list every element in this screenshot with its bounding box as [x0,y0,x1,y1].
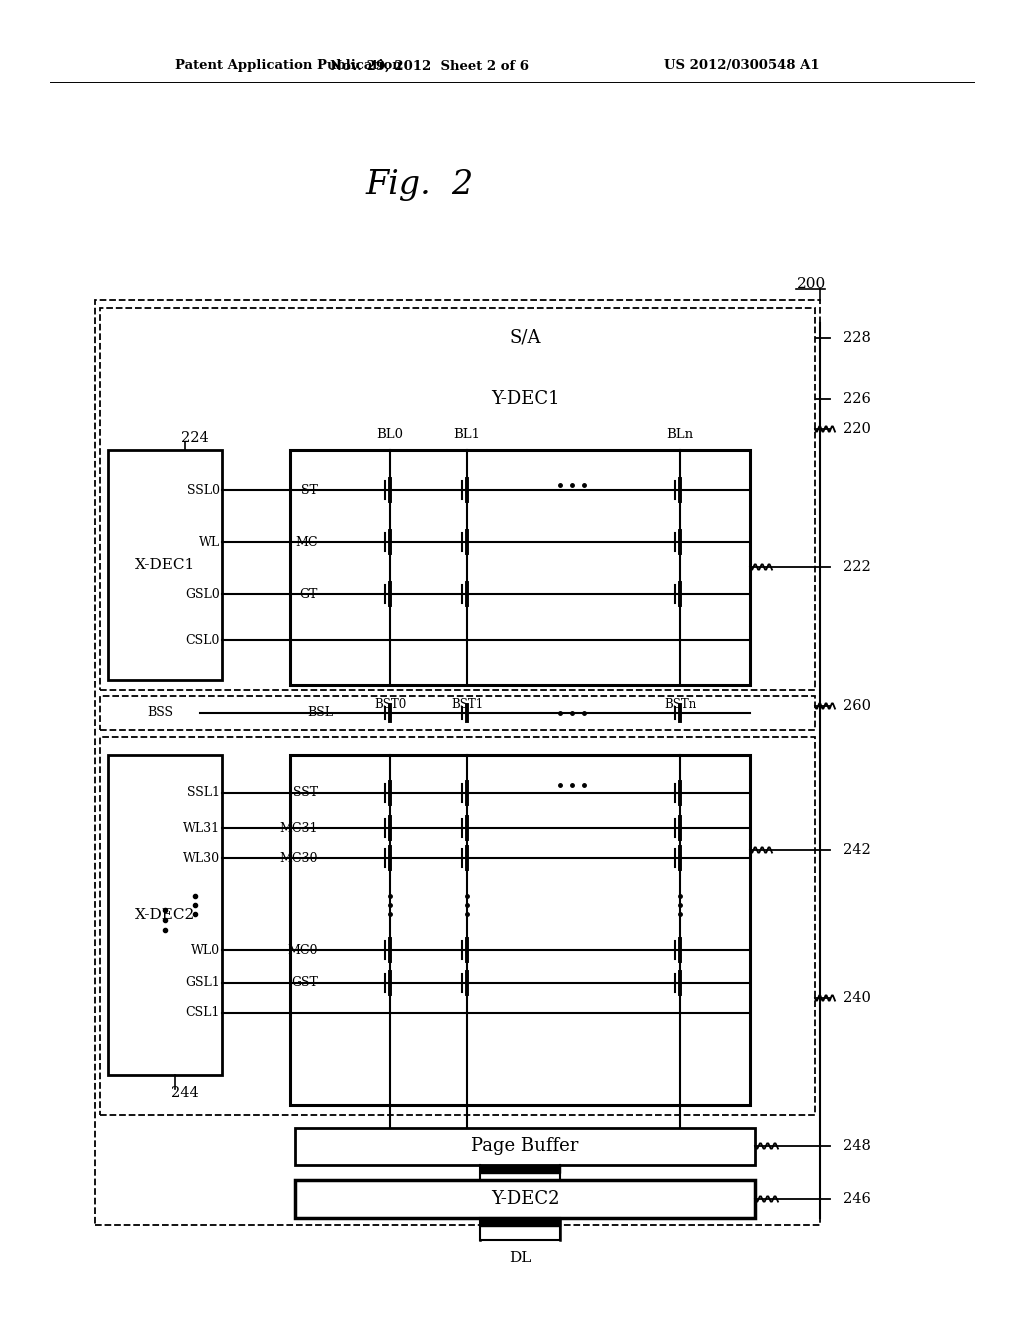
Bar [95,300,820,1225]
Text: DL: DL [509,1251,531,1265]
Bar [480,1166,560,1173]
Bar [108,755,222,1074]
Text: MC31: MC31 [280,821,318,834]
Text: 260: 260 [843,700,871,713]
Text: ST: ST [301,483,318,496]
Bar [290,755,750,1105]
Text: 248: 248 [843,1139,870,1152]
Bar [480,1218,560,1226]
Bar [480,358,560,366]
Text: 244: 244 [171,1086,199,1100]
Text: MC: MC [296,536,318,549]
Bar [295,378,755,420]
Text: WL: WL [199,536,220,549]
Text: Patent Application Publication: Patent Application Publication [175,59,401,73]
Text: GT: GT [300,587,318,601]
Bar [295,1180,755,1218]
Text: US 2012/0300548 A1: US 2012/0300548 A1 [665,59,820,73]
Text: BLn: BLn [667,429,693,441]
Text: X-DEC2: X-DEC2 [135,908,196,921]
Text: 224: 224 [181,432,209,445]
Text: 228: 228 [843,331,870,345]
Text: BL0: BL0 [377,429,403,441]
Text: GSL0: GSL0 [185,587,220,601]
Bar [100,308,815,690]
Text: 220: 220 [843,422,870,436]
Text: 200: 200 [797,277,826,290]
Text: CSL1: CSL1 [185,1006,220,1019]
Text: 222: 222 [843,560,870,574]
Text: BSTn: BSTn [664,697,696,710]
Text: S/A: S/A [509,329,541,347]
Text: SSL0: SSL0 [187,483,220,496]
Text: GST: GST [291,977,318,990]
Text: 240: 240 [843,991,870,1005]
Text: WL0: WL0 [190,944,220,957]
Text: BST1: BST1 [451,697,483,710]
Text: 246: 246 [843,1192,870,1206]
Text: Page Buffer: Page Buffer [471,1137,579,1155]
Bar [295,318,755,358]
Text: Nov. 29, 2012  Sheet 2 of 6: Nov. 29, 2012 Sheet 2 of 6 [331,59,529,73]
Text: WL30: WL30 [183,851,220,865]
Text: BST0: BST0 [374,697,407,710]
Text: 226: 226 [843,392,870,407]
Bar [480,1218,560,1239]
Text: GSL1: GSL1 [185,977,220,990]
Text: Fig.  2: Fig. 2 [366,169,474,201]
Text: BSS: BSS [147,706,173,719]
Text: SST: SST [293,787,318,800]
Bar [100,696,815,730]
Text: BL1: BL1 [454,429,480,441]
Text: SSL1: SSL1 [187,787,220,800]
Bar [290,450,750,685]
Text: MC0: MC0 [288,944,318,957]
Text: WL31: WL31 [183,821,220,834]
Bar [108,450,222,680]
Bar [295,1129,755,1166]
Text: Y-DEC2: Y-DEC2 [490,1191,559,1208]
Text: Y-DEC1: Y-DEC1 [490,389,559,408]
Text: BSL: BSL [307,706,333,719]
Text: 242: 242 [843,843,870,857]
Text: CSL0: CSL0 [185,634,220,647]
Bar [100,737,815,1115]
Text: MC30: MC30 [280,851,318,865]
Text: X-DEC1: X-DEC1 [135,558,196,572]
